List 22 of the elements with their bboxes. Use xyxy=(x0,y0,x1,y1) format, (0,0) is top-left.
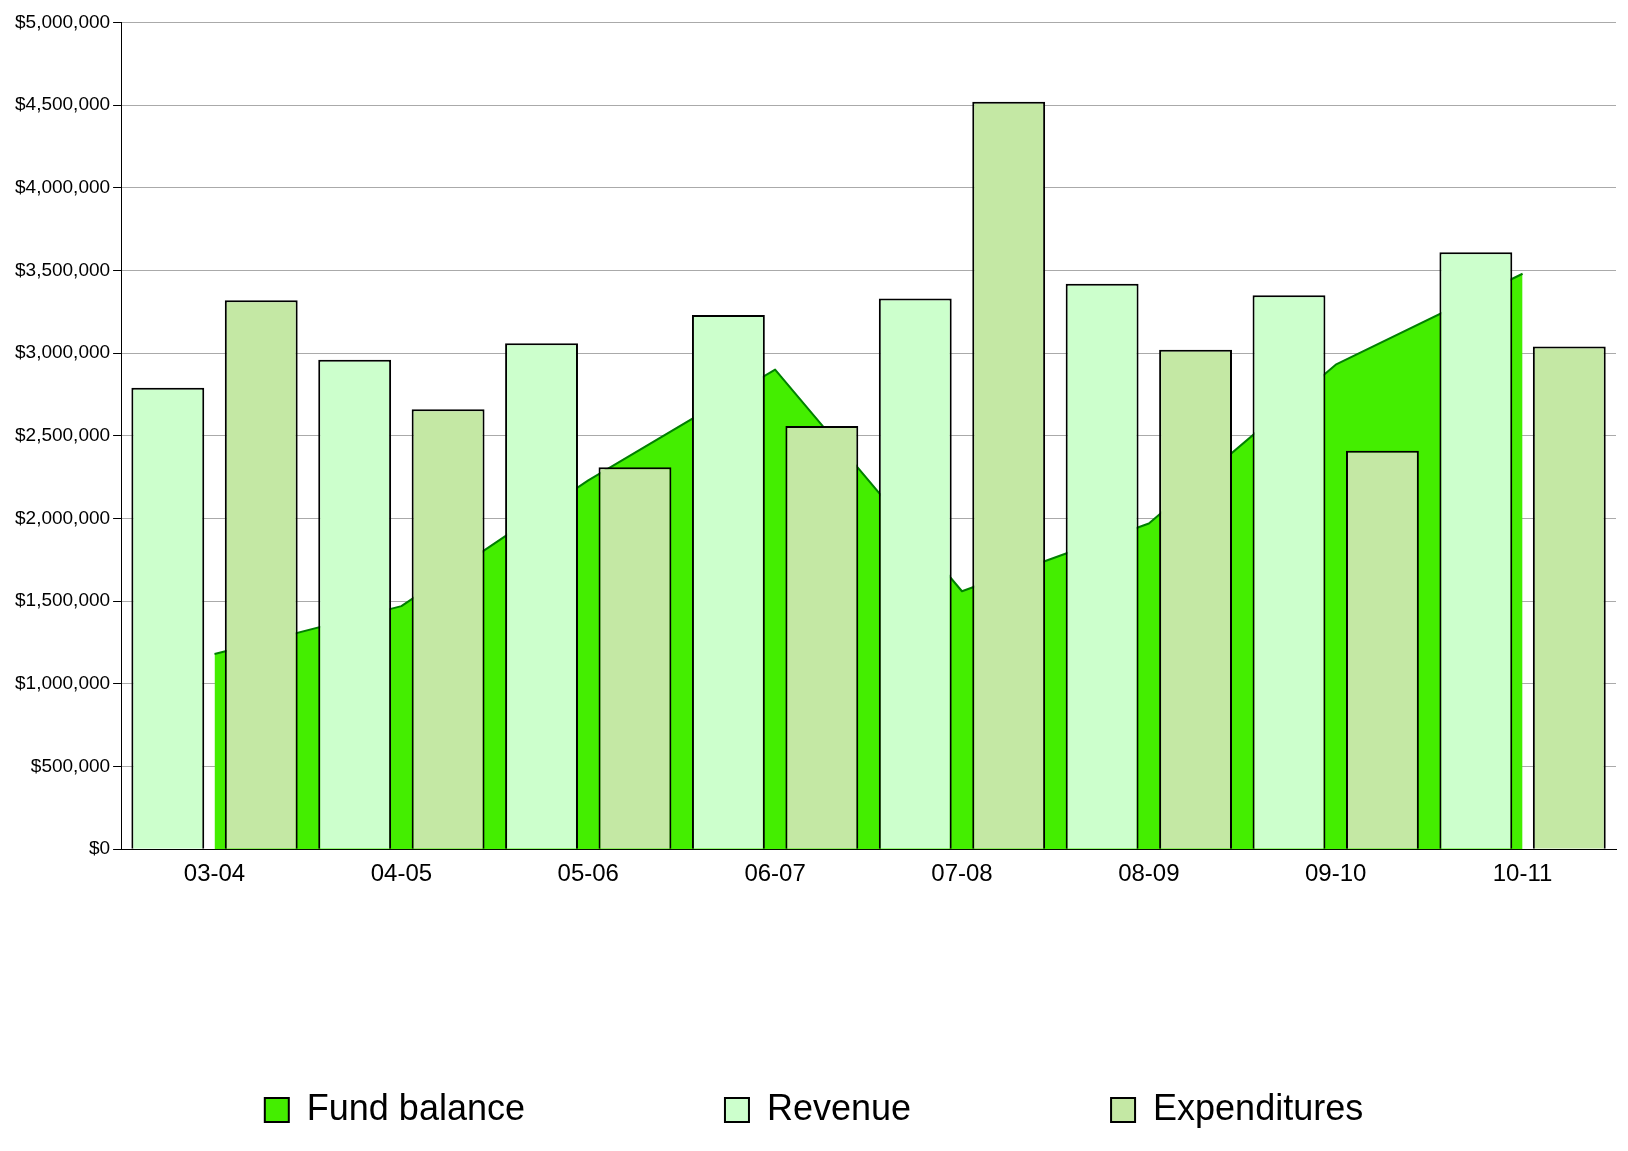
y-tick-label: $0 xyxy=(88,837,111,859)
y-tick-label: $3,000,000 xyxy=(15,341,111,363)
x-tick-label: 09-10 xyxy=(1305,859,1367,887)
legend-label: Expenditures xyxy=(1153,1086,1364,1128)
x-tick-label: 07-08 xyxy=(931,859,993,887)
y-tick-label: $500,000 xyxy=(30,754,111,776)
y-tick-label: $2,500,000 xyxy=(15,424,111,446)
x-tick-label: 06-07 xyxy=(744,859,806,887)
y-tick-label: $2,000,000 xyxy=(15,506,111,528)
x-tick-label: 08-09 xyxy=(1118,859,1180,887)
y-tick-label: $4,500,000 xyxy=(15,93,111,115)
y-tick-label: $1,000,000 xyxy=(15,672,111,694)
x-tick-label: 04-05 xyxy=(370,859,433,887)
y-tick-label: $1,500,000 xyxy=(15,589,111,611)
x-tick-label: 05-06 xyxy=(557,859,619,887)
y-tick-label: $4,000,000 xyxy=(15,175,111,197)
legend-label: Fund balance xyxy=(306,1086,525,1128)
y-tick-label: $3,500,000 xyxy=(15,258,111,280)
legend-label: Revenue xyxy=(766,1086,912,1128)
y-tick-label: $5,000,000 xyxy=(15,10,111,32)
x-tick-label: 10-11 xyxy=(1492,859,1553,887)
x-tick-label: 03-04 xyxy=(183,859,246,887)
